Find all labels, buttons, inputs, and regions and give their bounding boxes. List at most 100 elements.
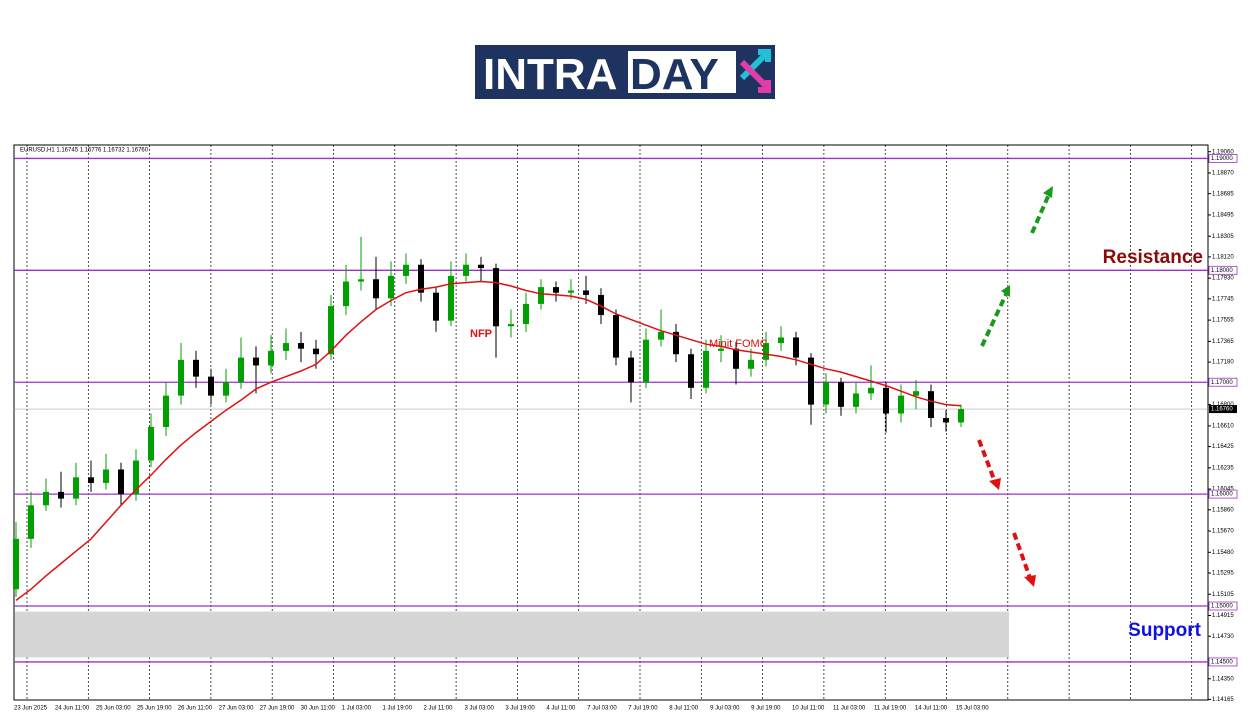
x-tick-label: 14 Jul 11:00 — [915, 706, 948, 712]
x-tick-label: 24 Jun 11:00 — [55, 706, 90, 712]
candle-body — [823, 382, 829, 405]
level-tag — [1208, 154, 1238, 163]
candle-body — [148, 426, 154, 461]
candle-body — [733, 348, 739, 369]
x-tick-label: 27 Jun 03:00 — [219, 706, 254, 712]
candle-body — [598, 294, 604, 316]
candle-body — [283, 343, 289, 351]
candle-body — [928, 391, 934, 419]
candle-body — [193, 359, 199, 377]
x-tick-label: 15 Jul 03:00 — [956, 706, 989, 712]
candle-body — [298, 343, 304, 349]
candle-body — [868, 387, 874, 394]
candle-body — [133, 460, 139, 495]
y-tick-label: 1.15670 — [1212, 529, 1234, 535]
candle-body — [688, 354, 694, 388]
y-tick-label: 1.18685 — [1212, 191, 1234, 197]
candle-body — [838, 382, 844, 407]
current-price-label: 1.16760 — [1211, 407, 1233, 413]
candle-body — [58, 491, 64, 499]
level-tag — [1208, 657, 1238, 667]
moving-average — [15, 280, 962, 602]
y-tick-label: 1.14730 — [1212, 634, 1234, 640]
logo-inner — [628, 51, 736, 93]
candle-body — [763, 343, 769, 360]
chart-header: EURUSD,H1 1.16745 1.16776 1.16732 1.1676… — [20, 148, 149, 154]
candle-body — [208, 376, 214, 396]
x-tick-label: 27 Jun 19:00 — [260, 706, 295, 712]
y-tick-label: 1.17555 — [1212, 318, 1234, 324]
x-tick-label: 7 Jul 19:00 — [628, 706, 658, 712]
candle-body — [253, 357, 259, 366]
candle-body — [943, 418, 949, 423]
candle-body — [373, 279, 379, 299]
candle-body — [178, 359, 184, 396]
candle-body — [448, 275, 454, 321]
candle-body — [898, 395, 904, 414]
logo-left: INTRA — [483, 50, 617, 99]
support-label: Support — [1128, 620, 1201, 641]
candle-body — [238, 357, 244, 383]
candle-body — [553, 287, 559, 293]
logo-right: DAY — [630, 50, 719, 99]
level-label: 1.15000 — [1211, 604, 1233, 610]
level-label: 1.19000 — [1211, 156, 1233, 162]
candle-body — [508, 324, 514, 327]
x-tick-label: 26 Jun 11:00 — [178, 706, 213, 712]
candle-body — [613, 315, 619, 358]
candle-body — [388, 275, 394, 299]
candle-body — [313, 348, 319, 355]
resistance-label: Resistance — [1103, 247, 1203, 268]
candle-body — [493, 268, 499, 327]
candle-body — [73, 477, 79, 499]
y-tick-label: 1.18120 — [1212, 254, 1234, 260]
candle-body — [748, 359, 754, 369]
annotation-fomc: Minit FOMC — [709, 338, 768, 350]
x-tick-label: 3 Jul 03:00 — [464, 706, 494, 712]
logo: INTRA DAY — [475, 45, 775, 99]
y-tick-label: 1.17930 — [1212, 276, 1234, 282]
candle-body — [103, 469, 109, 483]
y-tick-label: 1.18495 — [1212, 213, 1234, 219]
x-tick-label: 10 Jul 11:00 — [792, 706, 825, 712]
y-tick-label: 1.15105 — [1212, 592, 1234, 598]
candle-body — [913, 391, 919, 396]
level-tag — [1208, 265, 1238, 275]
y-tick-label: 1.17180 — [1212, 360, 1234, 366]
candle-body — [523, 303, 529, 325]
y-tick-label: 1.14350 — [1212, 676, 1234, 682]
y-tick-label: 1.15480 — [1212, 550, 1234, 556]
candle-body — [478, 264, 484, 269]
current-price-tag — [1209, 405, 1237, 414]
y-tick-label: 1.15295 — [1212, 571, 1234, 577]
y-tick-label: 1.14915 — [1212, 613, 1234, 619]
candle-body — [463, 264, 469, 276]
candle-body — [718, 348, 724, 351]
x-tick-label: 11 Jul 19:00 — [874, 706, 907, 712]
candle-body — [43, 491, 49, 506]
x-tick-label: 9 Jul 03:00 — [710, 706, 740, 712]
candle-body — [583, 290, 589, 295]
x-tick-label: 7 Jul 03:00 — [587, 706, 617, 712]
candle-body — [778, 337, 784, 344]
candle-body — [328, 306, 334, 355]
y-tick-label: 1.14165 — [1212, 697, 1234, 703]
y-tick-label: 1.18870 — [1212, 171, 1234, 177]
x-tick-label: 25 Jun 03:00 — [96, 706, 131, 712]
y-tick-label: 1.17365 — [1212, 339, 1234, 345]
candle-body — [358, 279, 364, 282]
candle-body — [13, 538, 19, 590]
candle-body — [658, 331, 664, 340]
y-tick-label: 1.16425 — [1212, 444, 1234, 450]
candle-body — [883, 387, 889, 414]
x-tick-label: 2 Jul 11:00 — [424, 706, 454, 712]
plot-frame — [13, 144, 1209, 701]
candle-body — [88, 477, 94, 483]
y-tick-label: 1.19060 — [1212, 149, 1234, 155]
y-tick-label: 1.16610 — [1212, 423, 1234, 429]
x-tick-label: 9 Jul 19:00 — [751, 706, 781, 712]
candle-body — [433, 292, 439, 321]
candle-body — [223, 382, 229, 396]
candle-body — [343, 281, 349, 307]
